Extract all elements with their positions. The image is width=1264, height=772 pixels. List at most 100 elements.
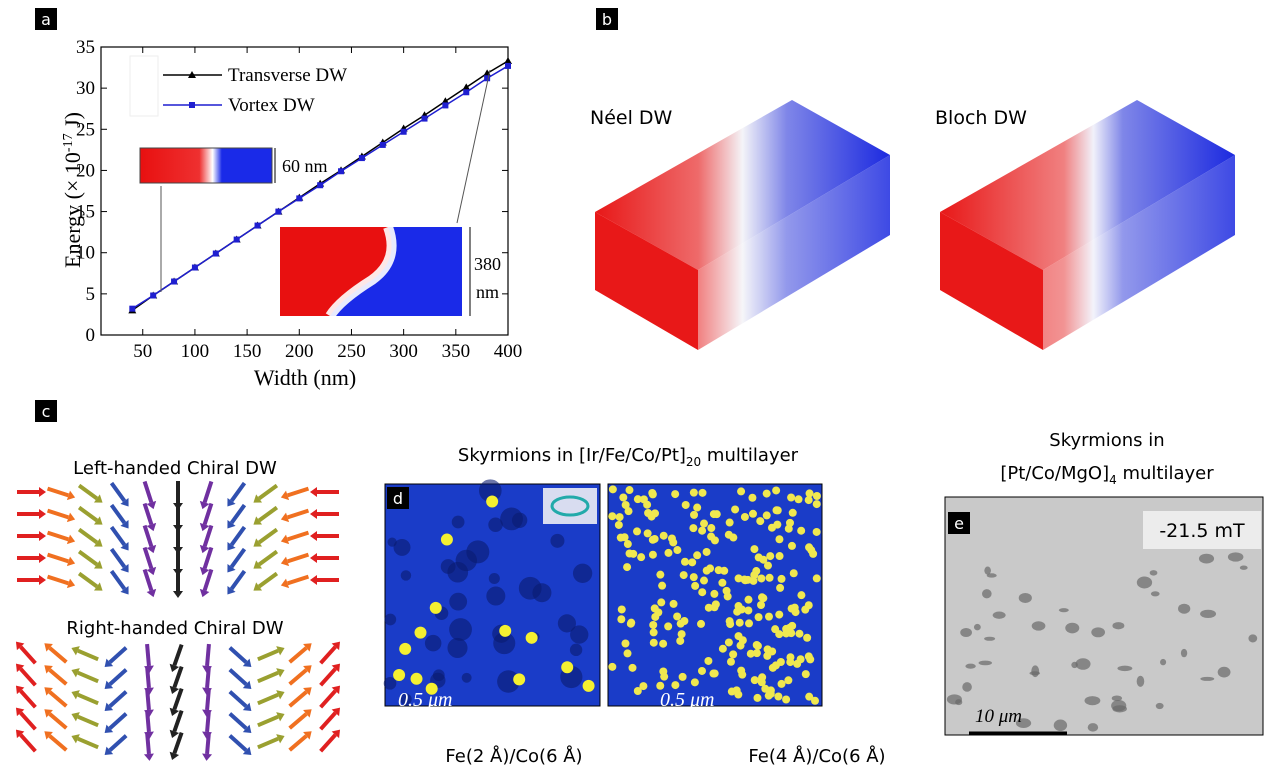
marker bbox=[234, 237, 240, 243]
skyrmion bbox=[706, 564, 714, 572]
dark-patch bbox=[449, 593, 467, 611]
marker bbox=[422, 116, 428, 122]
title-subscript: 20 bbox=[686, 455, 701, 469]
skyrmion bbox=[728, 688, 736, 696]
spin-arrow bbox=[207, 666, 209, 688]
panel-title: Skyrmions in bbox=[1049, 430, 1164, 451]
panel-title: [Pt/Co/MgO]4 multilayer bbox=[1000, 463, 1214, 487]
skyrmion bbox=[786, 624, 794, 632]
scale-bar-label: 0.5 μm bbox=[660, 689, 714, 711]
spin-arrowhead bbox=[144, 754, 154, 761]
skyrmion bbox=[623, 563, 631, 571]
spin-arrow bbox=[174, 733, 181, 754]
skyrmion bbox=[737, 487, 745, 495]
panel-label: c bbox=[42, 402, 51, 421]
spin-arrow bbox=[207, 644, 209, 666]
skyrmion bbox=[755, 613, 763, 621]
skyrmion bbox=[688, 558, 696, 566]
skyrmion bbox=[627, 620, 635, 628]
skyrmion bbox=[725, 531, 733, 539]
skyrmion bbox=[1199, 554, 1214, 564]
skyrmion bbox=[673, 546, 681, 554]
spin-arrow bbox=[230, 714, 246, 729]
spin-arrow bbox=[321, 713, 336, 729]
spin-arrow bbox=[230, 670, 246, 685]
skyrmion bbox=[698, 667, 706, 675]
legend-box bbox=[130, 56, 158, 116]
x-tick-label: 400 bbox=[494, 341, 523, 362]
skyrmion bbox=[625, 486, 633, 494]
spin-arrow bbox=[21, 647, 36, 663]
spin-arrow bbox=[147, 732, 149, 754]
title-subscript: 4 bbox=[1109, 473, 1117, 487]
spin-arrow bbox=[21, 735, 36, 751]
x-tick-label: 250 bbox=[337, 341, 366, 362]
legend-label: Vortex DW bbox=[228, 95, 315, 116]
spin-arrowhead bbox=[310, 553, 317, 563]
dark-patch bbox=[384, 677, 397, 690]
skyrmion bbox=[757, 601, 765, 609]
skyrmion bbox=[681, 558, 689, 566]
skyrmion bbox=[792, 608, 800, 616]
skyrmion bbox=[947, 694, 962, 704]
spin-arrow bbox=[258, 717, 278, 726]
spin-arrow bbox=[232, 483, 245, 501]
bloch-wall-box bbox=[940, 100, 1235, 350]
skyrmion bbox=[761, 685, 769, 693]
skyrmion bbox=[693, 551, 701, 559]
spin-arrow bbox=[288, 489, 309, 496]
skyrmion bbox=[803, 634, 811, 642]
dark-patch bbox=[449, 618, 472, 641]
panel-title: Left-handed Chiral DW bbox=[73, 458, 277, 479]
skyrmion bbox=[776, 552, 784, 560]
skyrmion bbox=[731, 505, 739, 513]
title-part: multilayer bbox=[1117, 463, 1214, 484]
spin-arrow bbox=[232, 505, 245, 523]
x-tick-label: 350 bbox=[442, 341, 471, 362]
skyrmion bbox=[993, 611, 1006, 618]
spin-arrow bbox=[79, 486, 97, 499]
spin-arrow bbox=[78, 651, 98, 660]
skyrmion bbox=[616, 513, 624, 521]
skyrmion bbox=[673, 612, 681, 620]
spin-arrow bbox=[290, 736, 307, 750]
marker bbox=[296, 195, 302, 201]
x-axis-label: Width (nm) bbox=[254, 365, 356, 390]
skyrmion bbox=[778, 575, 786, 583]
panel-label: b bbox=[602, 10, 612, 29]
skyrmion bbox=[813, 500, 821, 508]
spin-arrowhead bbox=[310, 531, 317, 541]
marker bbox=[442, 102, 448, 108]
x-tick-label: 300 bbox=[389, 341, 418, 362]
skyrmion bbox=[756, 517, 764, 525]
spin-arrow bbox=[50, 648, 67, 662]
spin-arrowhead bbox=[39, 531, 46, 541]
dark-patch bbox=[433, 669, 445, 681]
spin-arrow bbox=[79, 530, 97, 543]
skyrmion bbox=[763, 511, 771, 519]
skyrmion bbox=[1071, 662, 1078, 668]
spin-arrowhead bbox=[310, 575, 317, 585]
skyrmion bbox=[393, 669, 405, 681]
skyrmion bbox=[615, 521, 623, 529]
figure: a b c 5010015020025030035040005101520253… bbox=[0, 0, 1264, 772]
skyrmion bbox=[526, 632, 538, 644]
skyrmion bbox=[1137, 576, 1152, 588]
panel-title: Right-handed Chiral DW bbox=[66, 618, 283, 639]
spin-arrow bbox=[21, 691, 36, 707]
dark-patch bbox=[447, 638, 467, 658]
skyrmion bbox=[1151, 591, 1160, 596]
skyrmion bbox=[960, 628, 972, 637]
marker bbox=[380, 142, 386, 148]
skyrmion bbox=[727, 658, 735, 666]
skyrmion bbox=[703, 548, 711, 556]
skyrmion bbox=[1111, 700, 1126, 711]
spin-arrowhead bbox=[310, 509, 317, 519]
skyrmion bbox=[710, 590, 718, 598]
skyrmion bbox=[750, 545, 758, 553]
skyrmion bbox=[629, 664, 637, 672]
y-tick-label: 0 bbox=[86, 325, 96, 346]
spin-arrow bbox=[259, 486, 277, 499]
dark-patch bbox=[384, 614, 396, 626]
skyrmion bbox=[765, 692, 773, 700]
